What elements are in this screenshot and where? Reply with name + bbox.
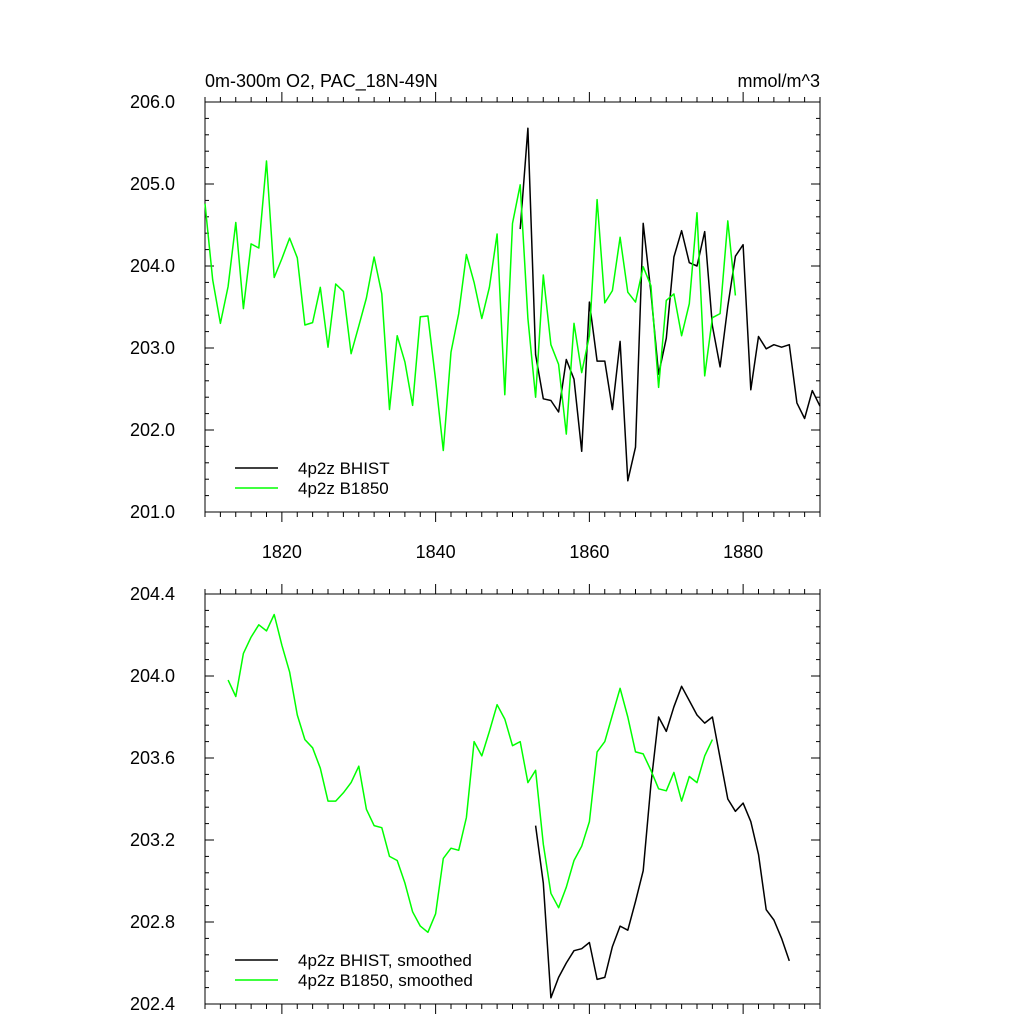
x-tick-label: 1860 <box>569 542 609 562</box>
x-tick-label: 1840 <box>416 542 456 562</box>
legend-label: 4p2z BHIST <box>298 459 390 478</box>
chart-title: 0m-300m O2, PAC_18N-49N <box>205 71 438 92</box>
legend-label: 4p2z B1850 <box>298 479 389 498</box>
x-tick-label: 1820 <box>262 542 302 562</box>
series-line-4p2z-bhist-smoothed <box>534 685 791 999</box>
y-tick-label: 205.0 <box>130 174 175 194</box>
y-tick-label: 202.0 <box>130 420 175 440</box>
panel-1: 201.0 202.0 203.0 204.0 205.0 206.0 1820 1840 18… <box>130 71 821 562</box>
y-tick-label: 206.0 <box>130 92 175 112</box>
y-tick-label: 203.0 <box>130 338 175 358</box>
y-tick-label: 203.2 <box>130 830 175 850</box>
y-tick-label: 201.0 <box>130 502 175 522</box>
y-tick-label: 204.0 <box>130 666 175 686</box>
legend-label: 4p2z BHIST, smoothed <box>298 951 472 970</box>
x-tick-label: 1880 <box>723 542 763 562</box>
y-tick-label: 203.6 <box>130 748 175 768</box>
units-label: mmol/m^3 <box>738 71 820 91</box>
y-tick-label: 204.0 <box>130 256 175 276</box>
y-tick-label: 202.8 <box>130 912 175 932</box>
legend-label: 4p2z B1850, smoothed <box>298 971 473 990</box>
panel-2: 202.4 202.8 203.2 203.6 204.0 204.4 4p2z BHIST… <box>130 584 821 1014</box>
series-line-4p2z-b1850-smoothed <box>227 613 714 934</box>
y-tick-label: 204.4 <box>130 584 175 604</box>
series-line-4p2z-b1850 <box>204 160 737 452</box>
y-tick-label: 202.4 <box>130 994 175 1014</box>
